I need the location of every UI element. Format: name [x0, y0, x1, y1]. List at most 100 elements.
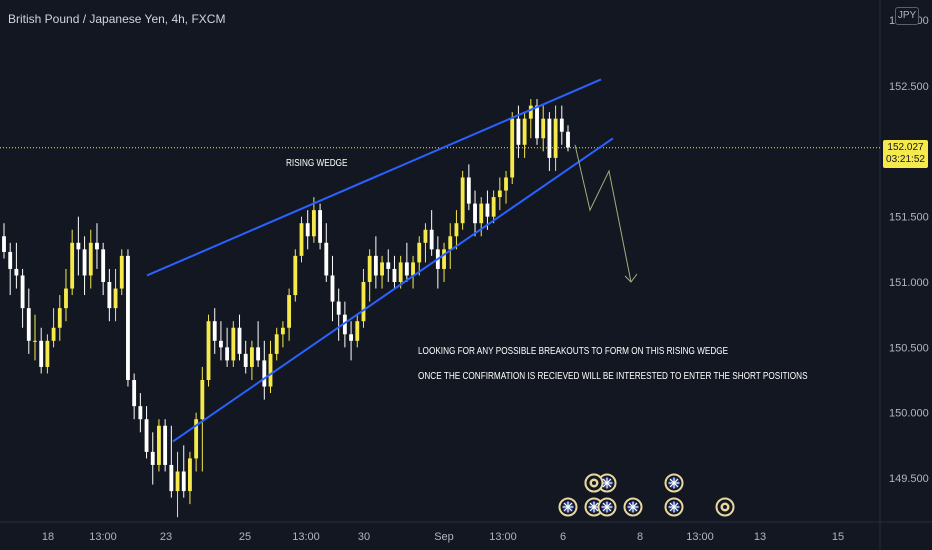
earnings-event-icon[interactable] — [584, 473, 604, 493]
price-axis-label: 152.500 — [889, 81, 929, 93]
candle-body — [342, 314, 347, 335]
candle-body — [491, 197, 496, 217]
candle-body — [448, 236, 453, 250]
candle-body — [392, 268, 397, 283]
candle-body — [516, 118, 521, 145]
candle-body — [311, 210, 316, 237]
candle-body — [262, 360, 267, 387]
candle-body — [219, 340, 223, 348]
candle-body — [20, 275, 25, 309]
candle-body — [287, 295, 292, 328]
candle-body — [8, 251, 13, 269]
candle-body — [181, 471, 186, 492]
time-axis-label: 25 — [239, 531, 251, 543]
candle-body — [200, 380, 205, 420]
candle-body — [194, 419, 199, 459]
candle-body — [256, 347, 261, 361]
candle-body — [541, 118, 546, 139]
candle-body — [367, 255, 372, 283]
projection-path — [574, 144, 632, 283]
candle-body — [497, 190, 502, 198]
candle-body — [51, 327, 56, 341]
candle-body — [268, 353, 273, 387]
candle-body — [522, 118, 527, 145]
candle-body — [57, 308, 62, 328]
candle-body — [553, 118, 558, 158]
symbol-title[interactable]: British Pound / Japanese Yen, 4h, FXCM — [8, 12, 226, 26]
candle-body — [169, 464, 174, 492]
time-axis-label: 13:00 — [489, 531, 517, 543]
pattern-label[interactable]: RISING WEDGE — [286, 158, 348, 169]
uk-flag-event-icon[interactable] — [597, 497, 617, 517]
price-axis-label: 150.000 — [889, 408, 929, 420]
candle-body — [237, 327, 242, 354]
bar-countdown: 03:21:52 — [886, 154, 925, 165]
candle-body — [14, 268, 19, 276]
candle-body — [212, 321, 217, 341]
time-axis-label: 13 — [754, 531, 766, 543]
candle-body — [39, 340, 44, 367]
note-line-2[interactable]: ONCE THE CONFIRMATION IS RECIEVED WILL B… — [418, 371, 808, 382]
currency-badge[interactable]: JPY — [895, 7, 919, 25]
note-line-1[interactable]: LOOKING FOR ANY POSSIBLE BREAKOUTS TO FO… — [418, 346, 729, 357]
candle-body — [119, 255, 124, 289]
candle-body — [2, 236, 6, 252]
candle-body — [473, 203, 477, 224]
candle-body — [95, 242, 99, 250]
price-axis-label: 151.500 — [889, 212, 929, 224]
candle-body — [559, 118, 564, 132]
uk-flag-event-icon[interactable] — [664, 497, 684, 517]
time-axis-label: 15 — [832, 531, 844, 543]
candle-body — [150, 451, 155, 465]
candle-body — [330, 275, 335, 302]
candle-body — [361, 282, 366, 322]
time-axis-label: 13:00 — [686, 531, 714, 543]
candle-body — [157, 425, 161, 465]
uk-flag-event-icon[interactable] — [584, 497, 604, 517]
candle-body — [138, 406, 143, 420]
candle-body — [305, 223, 310, 237]
price-axis-label: 151.000 — [889, 277, 929, 289]
candle-body — [82, 249, 87, 276]
current-price-tag: 152.027 03:21:52 — [883, 140, 928, 168]
candle-body — [76, 242, 81, 250]
candle-body — [386, 262, 391, 269]
candle-body — [26, 308, 31, 341]
time-axis-label: 13:00 — [89, 531, 117, 543]
candle-body — [404, 262, 409, 276]
candle-body — [45, 340, 50, 367]
candle-body — [231, 327, 236, 361]
candle-body — [380, 262, 384, 276]
earnings-event-icon[interactable] — [715, 497, 735, 517]
candle-body — [336, 301, 341, 315]
candle-body — [454, 223, 459, 237]
candle-body — [528, 105, 533, 119]
candle-body — [206, 321, 211, 381]
candle-body — [249, 347, 254, 367]
candle-body — [126, 255, 130, 381]
price-axis-label: 150.500 — [889, 342, 929, 354]
candle-body — [373, 255, 378, 276]
candle-body — [107, 282, 112, 309]
candle-body — [417, 242, 422, 263]
candle-body — [442, 249, 446, 269]
candle-body — [132, 380, 137, 407]
time-axis-label: 30 — [358, 531, 370, 543]
candle-body — [398, 262, 403, 283]
candle-body — [144, 419, 149, 452]
candle-body — [479, 203, 484, 224]
candle-body — [466, 177, 471, 204]
time-axis-label: Sep — [434, 531, 454, 543]
time-axis-label: 8 — [637, 531, 643, 543]
candle-body — [175, 471, 180, 492]
candle-body — [423, 229, 428, 243]
candle-body — [70, 242, 75, 289]
candle-body — [163, 425, 168, 465]
candle-body — [243, 353, 248, 367]
uk-flag-event-icon[interactable] — [664, 473, 684, 493]
uk-flag-event-icon[interactable] — [558, 497, 578, 517]
candle-body — [510, 118, 515, 178]
uk-flag-event-icon[interactable] — [623, 497, 643, 517]
